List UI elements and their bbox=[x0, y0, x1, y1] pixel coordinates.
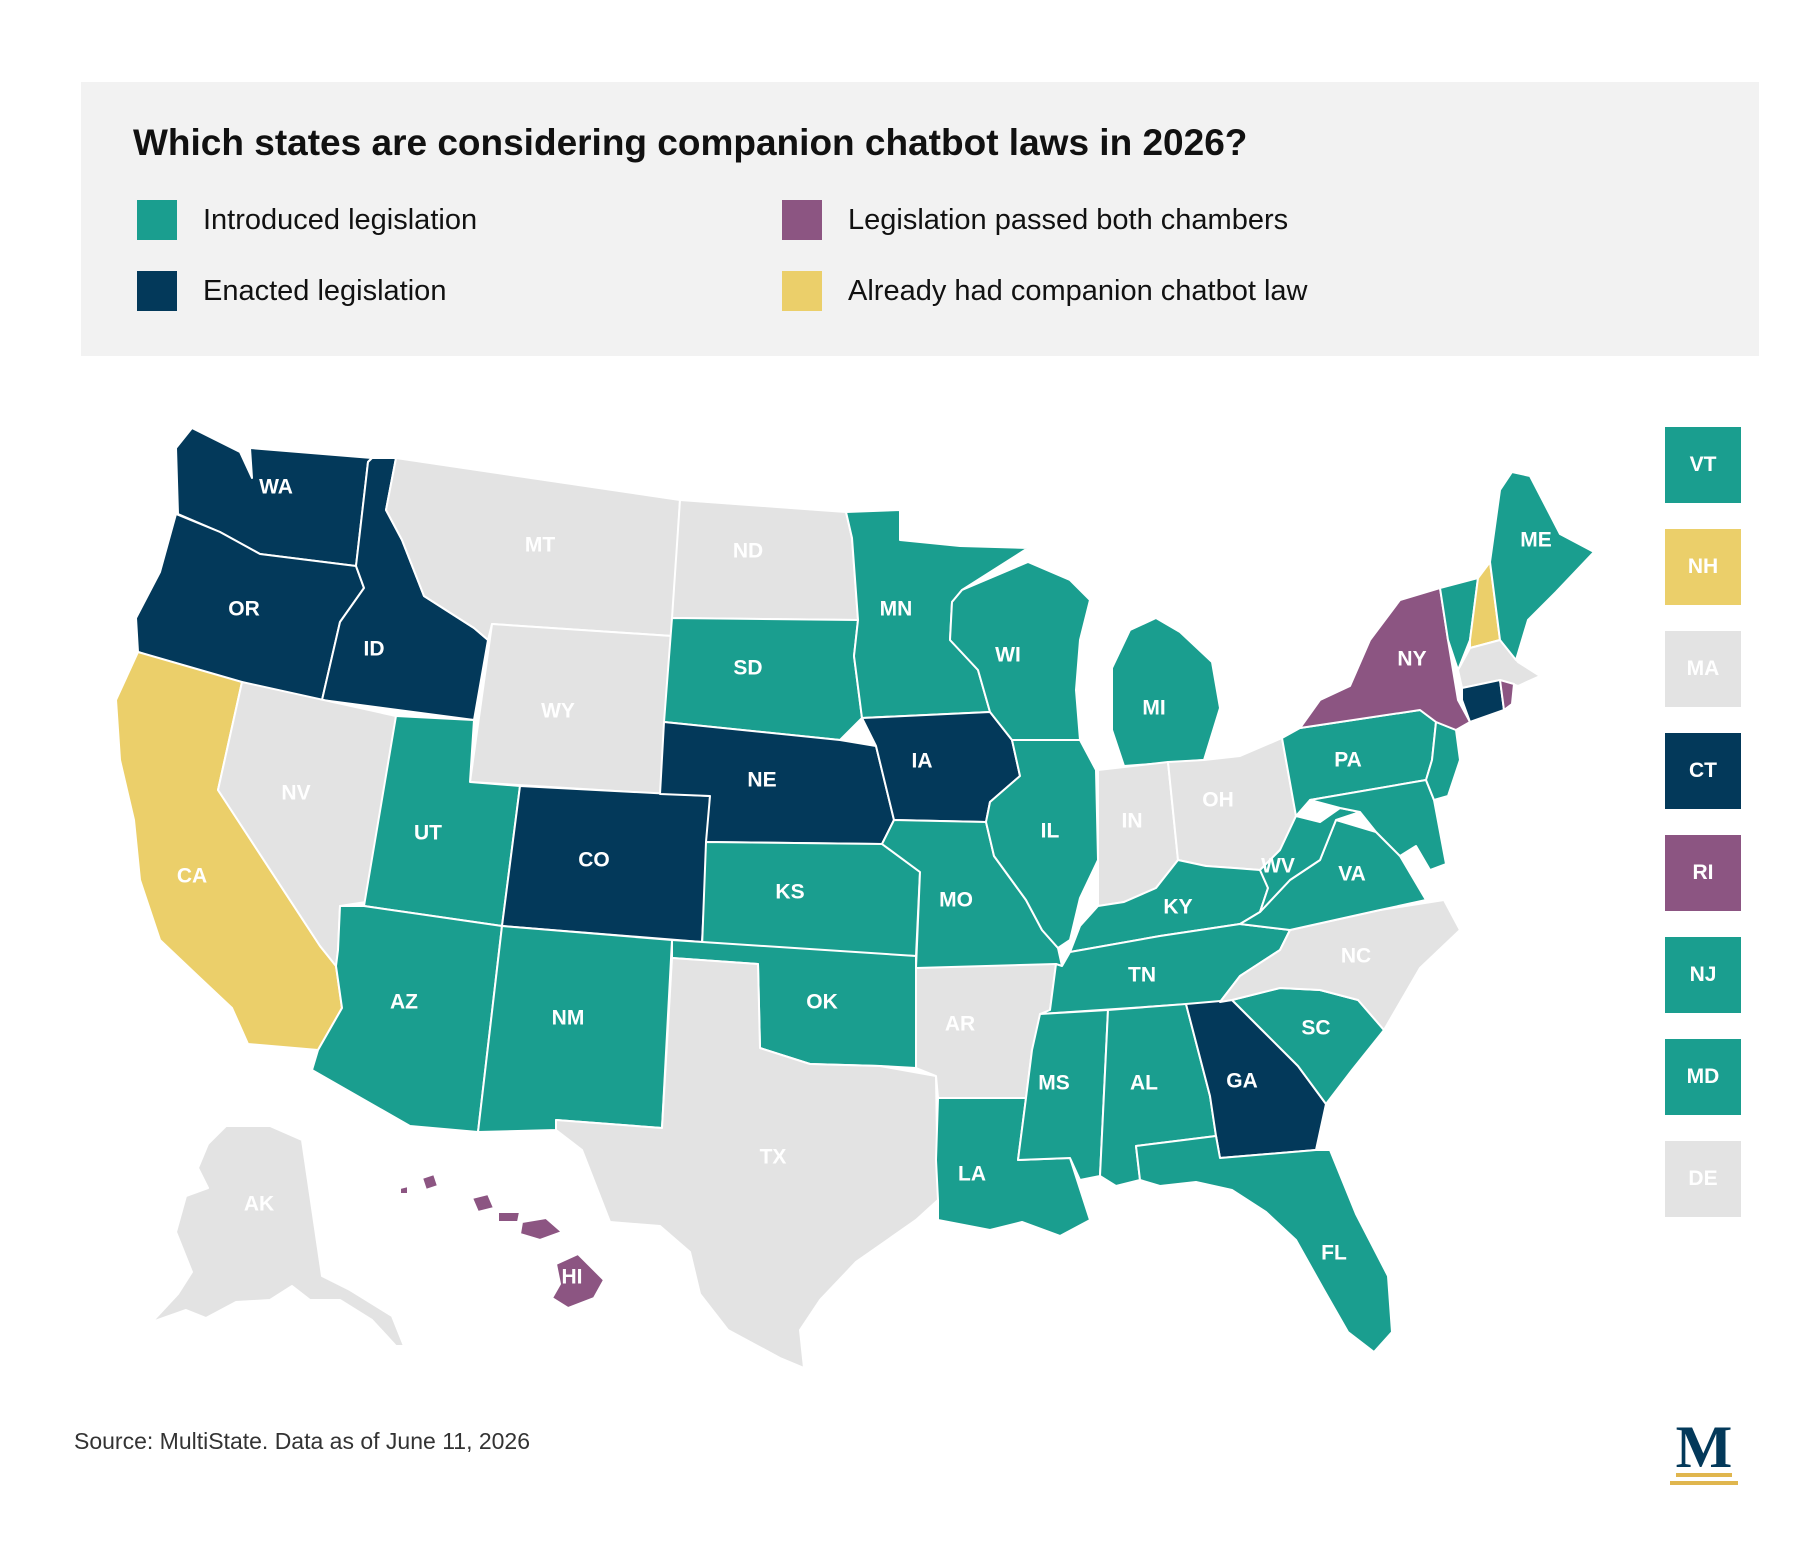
small-state-nh: NH bbox=[1665, 529, 1741, 605]
small-state-de: DE bbox=[1665, 1141, 1741, 1217]
label-co: CO bbox=[578, 849, 610, 872]
legend-label-passed: Legislation passed both chambers bbox=[848, 203, 1289, 236]
label-ky: KY bbox=[1163, 896, 1192, 919]
label-pa: PA bbox=[1334, 749, 1362, 772]
legend-swatch-enacted bbox=[137, 271, 177, 311]
state-nj bbox=[1425, 721, 1461, 801]
label-wv: WV bbox=[1261, 855, 1295, 878]
state-fl bbox=[1135, 1135, 1393, 1353]
multistate-logo: M bbox=[1664, 1413, 1744, 1491]
state-nd bbox=[671, 499, 859, 621]
multistate-logo-icon: M bbox=[1670, 1414, 1738, 1485]
legend-existing: Already had companion chatbot law bbox=[782, 271, 1307, 311]
label-ca: CA bbox=[177, 865, 207, 888]
small-state-md: MD bbox=[1665, 1039, 1741, 1115]
label-nc: NC bbox=[1341, 945, 1371, 968]
label-sc: SC bbox=[1301, 1017, 1330, 1040]
label-nv: NV bbox=[281, 782, 310, 805]
label-va: VA bbox=[1338, 863, 1366, 886]
small-state-ri: RI bbox=[1665, 835, 1741, 911]
state-vt bbox=[1439, 577, 1479, 671]
state-me bbox=[1489, 471, 1595, 661]
logo-bar-top bbox=[1676, 1473, 1732, 1477]
label-mt: MT bbox=[525, 534, 555, 557]
legend-label-enacted: Enacted legislation bbox=[203, 274, 447, 307]
label-sd: SD bbox=[733, 657, 762, 680]
legend-label-existing: Already had companion chatbot law bbox=[848, 274, 1308, 307]
state-sd bbox=[663, 617, 863, 741]
label-nd: ND bbox=[733, 540, 763, 563]
label-ak: AK bbox=[244, 1193, 274, 1216]
label-mi: MI bbox=[1142, 697, 1165, 720]
label-az: AZ bbox=[390, 991, 418, 1014]
label-oh: OH bbox=[1202, 789, 1234, 812]
label-hi: HI bbox=[562, 1266, 583, 1289]
source-note: Source: MultiState. Data as of June 11, … bbox=[74, 1428, 531, 1454]
legend-swatch-introduced bbox=[137, 200, 177, 240]
state-tx bbox=[555, 957, 939, 1369]
legend-swatch-existing bbox=[782, 271, 822, 311]
label-ut: UT bbox=[414, 822, 442, 845]
label-tx: TX bbox=[760, 1146, 787, 1169]
state-wv bbox=[1259, 807, 1361, 913]
small-state-vt: VT bbox=[1665, 427, 1741, 503]
label-fl: FL bbox=[1321, 1242, 1347, 1265]
hawaii-niihau bbox=[399, 1185, 409, 1195]
label-ia: IA bbox=[912, 750, 933, 773]
state-ks bbox=[701, 841, 921, 957]
state-ak bbox=[151, 1125, 405, 1347]
hawaii-oahu bbox=[471, 1193, 495, 1213]
small-state-ma: MA bbox=[1665, 631, 1741, 707]
chart-title: Which states are considering companion c… bbox=[133, 122, 1248, 163]
label-wa: WA bbox=[259, 476, 293, 499]
state-hi-group bbox=[399, 1173, 605, 1309]
state-il bbox=[985, 739, 1099, 949]
label-la: LA bbox=[958, 1163, 986, 1186]
label-mo: MO bbox=[939, 889, 973, 912]
label-tn: TN bbox=[1128, 964, 1156, 987]
hawaii-molokai bbox=[497, 1211, 521, 1223]
state-ri bbox=[1499, 679, 1515, 711]
hawaii-kauai bbox=[421, 1173, 439, 1191]
logo-letter: M bbox=[1676, 1414, 1733, 1480]
label-nm: NM bbox=[552, 1007, 585, 1030]
legend-introduced: Introduced legislation bbox=[137, 200, 477, 240]
label-wy: WY bbox=[541, 700, 575, 723]
label-in: IN bbox=[1122, 810, 1143, 833]
state-az bbox=[311, 905, 503, 1133]
hawaii-maui bbox=[519, 1217, 563, 1241]
label-ar: AR bbox=[945, 1013, 975, 1036]
small-state-nj: NJ bbox=[1665, 937, 1741, 1013]
label-ga: GA bbox=[1226, 1070, 1258, 1093]
legend-swatch-passed bbox=[782, 200, 822, 240]
logo-bar-bottom bbox=[1670, 1481, 1738, 1485]
legend-label-introduced: Introduced legislation bbox=[203, 203, 478, 236]
label-il: IL bbox=[1041, 820, 1060, 843]
label-wi: WI bbox=[995, 644, 1021, 667]
header-panel: Which states are considering companion c… bbox=[81, 82, 1759, 356]
label-ne: NE bbox=[747, 769, 776, 792]
hawaii-big-island bbox=[551, 1253, 605, 1309]
label-al: AL bbox=[1130, 1072, 1158, 1095]
label-or: OR bbox=[228, 598, 260, 621]
legend-passed: Legislation passed both chambers bbox=[782, 200, 1288, 240]
label-ny: NY bbox=[1397, 648, 1426, 671]
label-me: ME bbox=[1520, 529, 1552, 552]
label-id: ID bbox=[364, 638, 385, 661]
small-state-ct: CT bbox=[1665, 733, 1741, 809]
state-ct bbox=[1461, 679, 1505, 723]
label-ms: MS bbox=[1038, 1072, 1070, 1095]
label-mn: MN bbox=[880, 598, 913, 621]
state-nc bbox=[1219, 899, 1461, 1031]
label-ks: KS bbox=[775, 881, 804, 904]
state-mi bbox=[1111, 617, 1221, 767]
label-ok: OK bbox=[806, 991, 838, 1014]
legend-enacted: Enacted legislation bbox=[137, 271, 446, 311]
